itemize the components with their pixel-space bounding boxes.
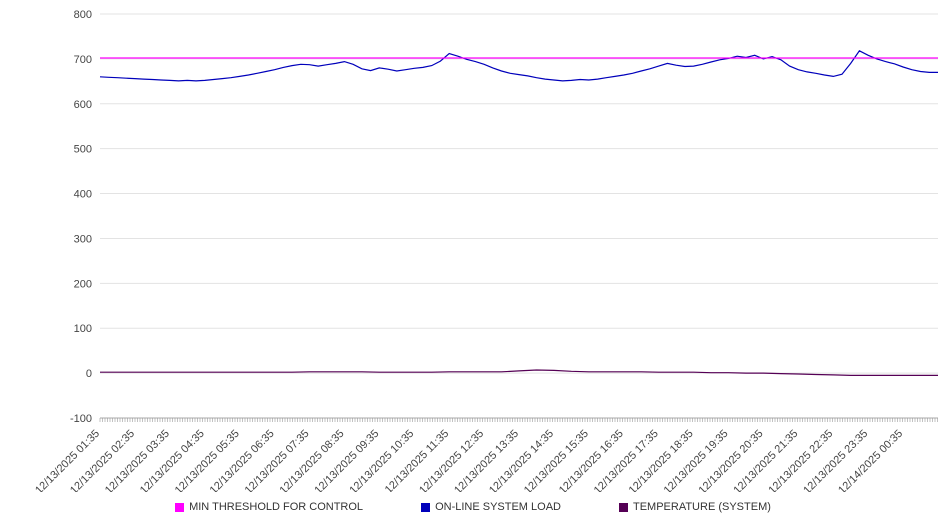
series-line-1 — [99, 50, 938, 82]
y-tick-label: 600 — [74, 99, 92, 111]
y-tick-label: 700 — [74, 54, 92, 66]
y-tick-label: 0 — [86, 368, 92, 380]
y-tick-label: 300 — [74, 233, 92, 245]
legend-label-system-load: ON-LINE SYSTEM LOAD — [435, 501, 561, 513]
legend-item-temperature: TEMPERATURE (SYSTEM) — [618, 501, 771, 513]
chart-legend: MIN THRESHOLD FOR CONTROL ON-LINE SYSTEM… — [0, 492, 946, 522]
legend-swatch-temperature-icon — [618, 502, 628, 512]
y-tick-label: 800 — [74, 9, 92, 21]
y-tick-label: 500 — [74, 144, 92, 156]
y-tick-label: -100 — [70, 413, 92, 425]
x-tick-label: 12/13/2025 11:35 — [383, 428, 451, 492]
legend-item-min-threshold: MIN THRESHOLD FOR CONTROL — [175, 501, 363, 513]
legend-swatch-system-load-icon — [421, 502, 431, 512]
legend-item-system-load: ON-LINE SYSTEM LOAD — [421, 501, 561, 513]
y-tick-label: 400 — [74, 189, 92, 201]
chart-canvas: -100 0 100 200 300 400 500 600 700 800 12/13/2025 … — [33, 9, 938, 497]
legend-label-min-threshold: MIN THRESHOLD FOR CONTROL — [189, 501, 364, 513]
y-tick-label: 200 — [74, 278, 92, 290]
series-line-2 — [100, 369, 938, 376]
line-chart: -100 0 100 200 300 400 500 600 700 800 12/13/2025 … — [33, 9, 938, 497]
x-tick-label: 12/13/2025 01:35 — [33, 428, 102, 492]
y-tick-label: 100 — [74, 323, 92, 335]
legend-label-temperature: TEMPERATURE (SYSTEM) — [632, 501, 771, 513]
legend-swatch-min-threshold-icon — [175, 502, 185, 512]
